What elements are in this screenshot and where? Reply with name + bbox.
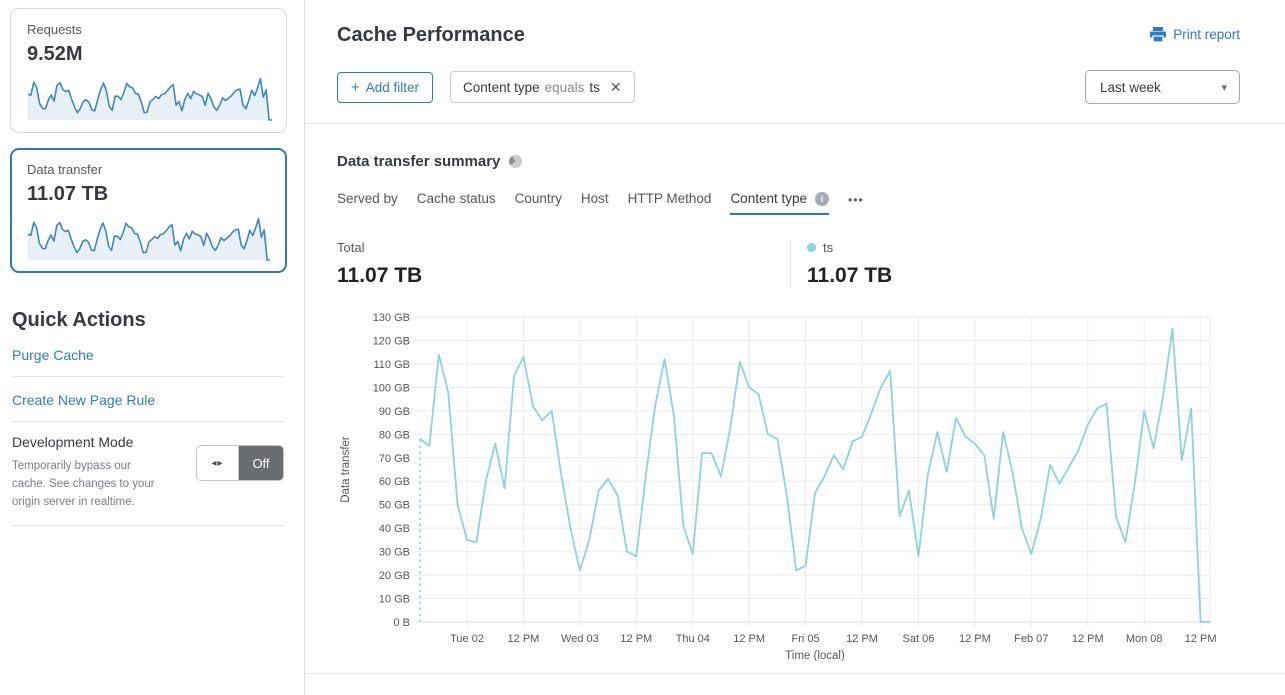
svg-text:Time (local): Time (local) bbox=[785, 650, 845, 661]
svg-text:10 GB: 10 GB bbox=[379, 594, 410, 606]
page-title: Cache Performance bbox=[337, 24, 525, 46]
svg-text:12 PM: 12 PM bbox=[620, 633, 652, 645]
summary-title: Data transfer summary bbox=[337, 153, 501, 170]
printer-icon bbox=[1150, 27, 1167, 42]
total-stat: Total 11.07 TB bbox=[337, 240, 790, 288]
divider bbox=[12, 525, 284, 527]
development-mode-toggle[interactable]: ◂▸ Off bbox=[196, 445, 284, 481]
chip-operator: equals bbox=[544, 79, 585, 95]
svg-text:12 PM: 12 PM bbox=[846, 633, 878, 645]
filter-chip-content-type[interactable]: Content type equals ts ✕ bbox=[450, 71, 635, 103]
svg-text:12 PM: 12 PM bbox=[1072, 633, 1104, 645]
svg-text:Wed 03: Wed 03 bbox=[561, 633, 599, 645]
svg-text:Tue 02: Tue 02 bbox=[450, 633, 484, 645]
svg-text:Mon 08: Mon 08 bbox=[1126, 633, 1163, 645]
toggle-arrows-icon: ◂▸ bbox=[197, 446, 239, 480]
filter-row: + Add filter Content type equals ts ✕ La… bbox=[337, 70, 1240, 104]
svg-text:60 GB: 60 GB bbox=[379, 476, 410, 488]
chip-field: Content type bbox=[463, 79, 540, 95]
development-mode-title: Development Mode bbox=[12, 434, 134, 450]
svg-text:12 PM: 12 PM bbox=[508, 633, 540, 645]
data-transfer-time-series-chart[interactable]: 0 B 10 GB 20 GB 30 GB 40 GB 50 GB 60 GB 70 GB 80… bbox=[337, 309, 1240, 664]
quick-actions-section: Quick Actions Purge Cache Create New Pag… bbox=[0, 309, 304, 527]
time-range-value: Last week bbox=[1100, 79, 1161, 95]
total-stat-label: Total bbox=[337, 240, 365, 255]
svg-text:Fri 05: Fri 05 bbox=[792, 633, 820, 645]
divider bbox=[790, 240, 791, 288]
summary-title-row: Data transfer summary bbox=[337, 153, 1240, 170]
svg-text:12 PM: 12 PM bbox=[959, 633, 991, 645]
tab-http-method[interactable]: HTTP Method bbox=[627, 191, 712, 206]
print-report-label: Print report bbox=[1173, 27, 1240, 42]
development-mode-row: Development Mode Temporarily bypass our … bbox=[12, 422, 284, 525]
data-transfer-sparkline-chart bbox=[27, 217, 270, 261]
print-report-link[interactable]: Print report bbox=[1150, 27, 1240, 42]
svg-text:90 GB: 90 GB bbox=[379, 406, 410, 418]
development-mode-description: Temporarily bypass our cache. See change… bbox=[12, 460, 155, 508]
chart-canvas[interactable]: 0 B 10 GB 20 GB 30 GB 40 GB 50 GB 60 GB 70 GB 80… bbox=[337, 309, 1217, 662]
total-stat-value: 11.07 TB bbox=[337, 264, 423, 287]
requests-sparkline-chart bbox=[27, 77, 272, 121]
chip-value: ts bbox=[589, 79, 600, 95]
svg-text:100 GB: 100 GB bbox=[373, 382, 410, 394]
ts-series-label: ts bbox=[823, 240, 834, 255]
add-filter-label: Add filter bbox=[365, 79, 420, 95]
svg-text:50 GB: 50 GB bbox=[379, 500, 410, 512]
svg-text:0 B: 0 B bbox=[393, 617, 410, 629]
data-transfer-metric-card[interactable]: Data transfer 11.07 TB bbox=[10, 148, 287, 273]
divider bbox=[305, 123, 1285, 124]
cache-analytics-panel: Cache Performance Print report + Add fil… bbox=[305, 0, 1285, 695]
svg-text:70 GB: 70 GB bbox=[379, 453, 410, 465]
svg-text:Sat 06: Sat 06 bbox=[903, 633, 935, 645]
add-filter-button[interactable]: + Add filter bbox=[337, 71, 434, 103]
divider bbox=[12, 376, 284, 377]
data-transfer-card-label: Data transfer bbox=[27, 162, 103, 177]
analytics-sidebar: Requests 9.52M Data transfer 11.07 TB Qu… bbox=[0, 0, 305, 695]
svg-text:Feb 07: Feb 07 bbox=[1014, 633, 1048, 645]
tab-served-by[interactable]: Served by bbox=[337, 191, 398, 206]
svg-text:40 GB: 40 GB bbox=[379, 523, 410, 535]
requests-metric-card[interactable]: Requests 9.52M bbox=[10, 8, 287, 133]
divider bbox=[12, 421, 284, 422]
chip-close-icon[interactable]: ✕ bbox=[609, 78, 622, 95]
svg-text:Data transfer: Data transfer bbox=[340, 436, 352, 503]
quick-actions-title: Quick Actions bbox=[12, 309, 146, 331]
tab-cache-status[interactable]: Cache status bbox=[416, 191, 496, 206]
svg-text:110 GB: 110 GB bbox=[374, 359, 411, 371]
purge-cache-link[interactable]: Purge Cache bbox=[12, 347, 94, 363]
data-freshness-icon bbox=[509, 155, 523, 168]
summary-tabs: Served by Cache status Country Host HTTP… bbox=[337, 191, 1240, 215]
svg-text:80 GB: 80 GB bbox=[379, 429, 410, 441]
svg-text:12 PM: 12 PM bbox=[1185, 633, 1217, 645]
divider bbox=[305, 673, 1285, 674]
create-page-rule-link[interactable]: Create New Page Rule bbox=[12, 392, 156, 408]
totals-row: Total 11.07 TB ts 11.07 TB bbox=[337, 240, 1240, 288]
ts-series-value: 11.07 TB bbox=[807, 264, 893, 287]
svg-text:Thu 04: Thu 04 bbox=[676, 633, 710, 645]
chevron-down-icon: ▾ bbox=[1221, 81, 1227, 94]
svg-text:20 GB: 20 GB bbox=[379, 570, 410, 582]
plus-icon: + bbox=[351, 78, 360, 96]
toggle-off-label: Off bbox=[239, 446, 283, 480]
info-icon[interactable]: i bbox=[815, 191, 829, 206]
more-tabs-button[interactable]: ••• bbox=[848, 192, 864, 207]
svg-text:120 GB: 120 GB bbox=[373, 335, 410, 347]
tab-content-type[interactable]: Content type i bbox=[730, 191, 829, 215]
tab-host[interactable]: Host bbox=[580, 191, 609, 206]
tab-content-type-label: Content type bbox=[730, 191, 807, 206]
main-header: Cache Performance Print report bbox=[337, 24, 1240, 47]
svg-text:12 PM: 12 PM bbox=[733, 633, 765, 645]
svg-text:30 GB: 30 GB bbox=[379, 547, 410, 559]
ts-series-stat: ts 11.07 TB bbox=[807, 240, 892, 288]
tab-country[interactable]: Country bbox=[514, 191, 562, 206]
data-transfer-card-value: 11.07 TB bbox=[27, 183, 109, 205]
svg-text:130 GB: 130 GB bbox=[373, 312, 410, 324]
requests-card-label: Requests bbox=[27, 22, 82, 37]
requests-card-value: 9.52M bbox=[27, 43, 83, 65]
time-range-dropdown[interactable]: Last week ▾ bbox=[1085, 70, 1240, 104]
ts-legend-dot bbox=[807, 243, 816, 252]
